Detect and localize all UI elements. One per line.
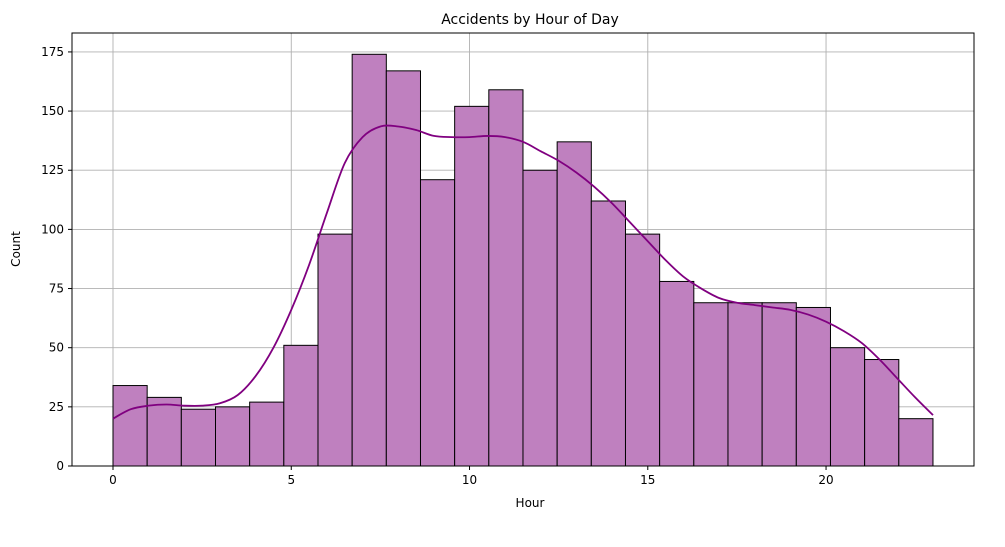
histogram-bar (214, 406, 251, 467)
histogram-bar (317, 233, 353, 467)
histogram-bar (146, 396, 182, 467)
y-tick-label: 25 (49, 400, 64, 414)
histogram-bar (351, 53, 387, 467)
histogram-bar (454, 105, 490, 467)
histogram-bar (624, 233, 661, 467)
histogram-bar (488, 89, 524, 467)
x-tick-label: 15 (640, 473, 655, 487)
chart-title: Accidents by Hour of Day (441, 12, 619, 28)
histogram-bar (556, 141, 592, 467)
histogram-bar (180, 408, 216, 467)
x-tick-label: 5 (287, 473, 295, 487)
plot-frame (71, 32, 975, 467)
histogram-bar (385, 70, 421, 467)
x-tick-label: 0 (109, 473, 117, 487)
bars-layer (112, 53, 934, 467)
y-tick-label: 100 (41, 222, 64, 236)
histogram-bar (283, 344, 319, 467)
y-axis-label: Count (9, 231, 23, 267)
histogram-bar (898, 418, 934, 467)
histogram-bar (659, 280, 695, 467)
y-tick-label: 75 (49, 282, 64, 296)
y-tick-label: 0 (56, 459, 64, 473)
histogram-bar (112, 385, 148, 467)
histogram-bar (249, 401, 285, 467)
x-tick-label: 10 (462, 473, 477, 487)
y-tick-label: 175 (41, 45, 64, 59)
y-ticks: 0 25 50 75 100 125 150 175 (41, 45, 72, 473)
kde-curve (112, 124, 934, 420)
x-axis-label: Hour (516, 496, 545, 510)
histogram-bar (795, 306, 831, 467)
histogram-bar (693, 302, 729, 467)
kde-layer (112, 124, 934, 420)
histogram-bar (590, 200, 626, 467)
y-tick-label: 50 (49, 341, 64, 355)
histogram-bar (829, 347, 866, 467)
histogram-bar (727, 302, 763, 467)
x-ticks: 0 5 10 15 20 (109, 466, 834, 487)
histogram-bar (522, 169, 558, 467)
histogram-bar (419, 179, 456, 467)
x-tick-label: 20 (818, 473, 833, 487)
histogram-bar (761, 302, 797, 467)
y-tick-label: 125 (41, 163, 64, 177)
y-tick-label: 150 (41, 104, 64, 118)
